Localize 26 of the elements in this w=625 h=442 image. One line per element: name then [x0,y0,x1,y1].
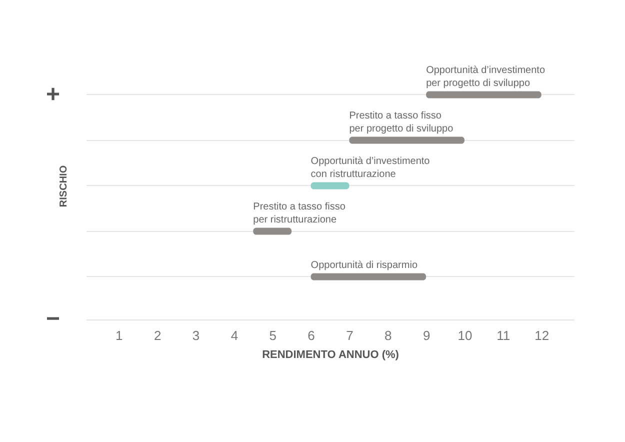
bar [349,136,464,144]
text: + [46,80,60,108]
x-tick-label: 12 [534,328,550,343]
x-axis-title: RENDIMENTO ANNUO (%) [262,349,400,361]
x-tick-label: 3 [192,328,200,343]
y-tick-label: Opportunità di risparmio [310,260,418,271]
x-tick-label: 4 [230,328,238,343]
x-tick-label: 7 [346,328,354,343]
text: − [46,306,60,332]
x-tick-label: 5 [269,328,276,343]
x-tick-label: 11 [496,328,510,343]
x-tick-label: 8 [384,328,392,343]
y-tick-label: Prestito a tasso fisso per progetto di sviluppo [349,110,454,134]
bar [310,273,426,280]
x-tick-label: 10 [458,328,472,343]
y-axis-title: RISCHIO [58,165,70,208]
x-tick-label: 9 [422,328,430,343]
x-tick-label: 2 [154,328,162,343]
x-tick-label: 1 [116,328,123,343]
x-tick-label: 6 [308,328,315,343]
bar [426,91,542,98]
y-tick-label: Opportunità d’investimento con ristrutturazione [310,156,430,180]
bar [253,228,292,235]
bar [310,182,350,190]
y-tick-label: Prestito a tasso fisso per ristrutturazione [253,201,346,226]
y-tick-label: Opportunità d’investimento per progetto di sviluppo [426,64,546,89]
